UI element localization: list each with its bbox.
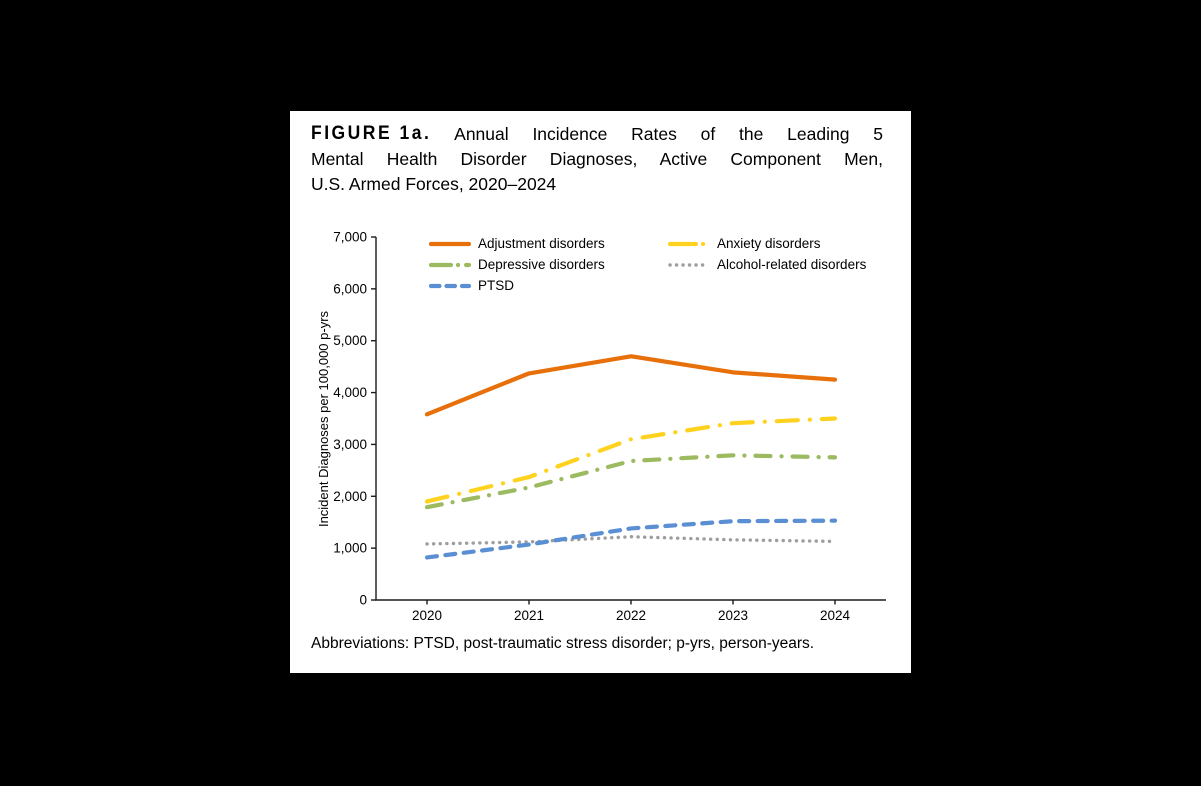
y-tick-label: 0	[359, 593, 367, 608]
figure-title: FIGURE 1a. Annual Incidence Rates of the…	[311, 121, 883, 197]
y-tick-label: 2,000	[333, 489, 367, 504]
x-tick-label: 2023	[718, 608, 748, 623]
legend-item-ptsd: PTSD	[429, 278, 668, 293]
dash-dot-line-swatch-icon	[429, 262, 471, 267]
title-line-3: U.S. Armed Forces, 2020–2024	[311, 174, 557, 194]
axes: 0 1,000 2,000 3,000 4,000 5,000 6,000 7,000 2020…	[333, 230, 886, 623]
long-dash-dot-line-swatch-icon	[668, 241, 710, 246]
legend-label: Alcohol-related disorders	[717, 257, 867, 272]
series-line-alcohol-related-disorders	[425, 535, 837, 546]
y-tick-label: 6,000	[333, 281, 367, 296]
series-line-anxiety-disorders	[424, 416, 838, 504]
solid-line-swatch-icon	[429, 241, 471, 246]
legend-item-anxiety-disorders: Anxiety disorders	[668, 236, 866, 251]
legend-label: Adjustment disorders	[478, 236, 605, 251]
series-line-depressive-disorders	[424, 453, 838, 510]
figure-number-label: FIGURE 1a.	[311, 121, 432, 144]
title-line-1-text: Annual Incidence Rates of the Leading 5	[454, 124, 883, 144]
figure-panel: FIGURE 1a. Annual Incidence Rates of the…	[290, 111, 911, 673]
x-tick-label: 2021	[514, 608, 544, 623]
x-tick-label: 2022	[616, 608, 646, 623]
y-tick-label: 4,000	[333, 385, 367, 400]
y-tick-label: 3,000	[333, 437, 367, 452]
y-tick-label: 1,000	[333, 541, 367, 556]
legend-label: Depressive disorders	[478, 257, 605, 272]
line-chart: 0 1,000 2,000 3,000 4,000 5,000 6,000 7,000 2020…	[333, 230, 886, 623]
title-line-2: Mental Health Disorder Diagnoses, Active…	[311, 149, 883, 169]
series-line-ptsd	[424, 518, 838, 560]
abbreviations-note: Abbreviations: PTSD, post-traumatic stre…	[311, 635, 815, 652]
chart-legend: Adjustment disorders Anxiety disorders D…	[429, 233, 866, 296]
dashed-line-swatch-icon	[429, 283, 471, 288]
legend-item-alcohol-related-disorders: Alcohol-related disorders	[668, 257, 866, 272]
y-tick-label: 7,000	[333, 230, 367, 245]
title-line-1: FIGURE 1a. Annual Incidence Rates of the…	[311, 121, 883, 147]
legend-label: Anxiety disorders	[717, 236, 821, 251]
x-tick-label: 2020	[412, 608, 442, 623]
y-tick-label: 5,000	[333, 333, 367, 348]
legend-label: PTSD	[478, 278, 515, 293]
dotted-line-swatch-icon	[668, 262, 710, 267]
legend-item-adjustment-disorders: Adjustment disorders	[429, 236, 668, 251]
x-tick-label: 2024	[820, 608, 851, 623]
series-line-adjustment-disorders	[424, 354, 838, 417]
legend-item-depressive-disorders: Depressive disorders	[429, 257, 668, 272]
